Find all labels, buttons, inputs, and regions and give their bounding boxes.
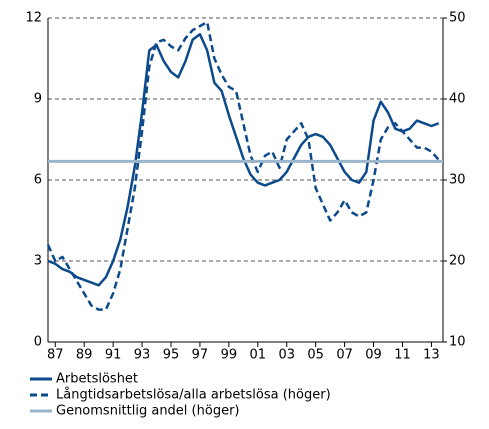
x-tick-label: 03 xyxy=(278,348,295,363)
x-tick-label: 99 xyxy=(221,348,238,363)
y2-tick-label: 40 xyxy=(449,92,466,107)
y2-tick-label: 20 xyxy=(449,254,466,269)
y-tick-label: 6 xyxy=(34,173,42,188)
legend-label: Långtidsarbetslösa/alla arbetslösa (höge… xyxy=(56,388,331,403)
y-tick-label: 0 xyxy=(34,335,42,350)
series-line xyxy=(47,32,440,287)
x-tick-label: 09 xyxy=(365,348,382,363)
x-tick-label: 13 xyxy=(423,348,440,363)
y2-tick-label: 10 xyxy=(449,335,466,350)
x-tick-label: 93 xyxy=(134,348,151,363)
y2-tick-label: 30 xyxy=(449,173,466,188)
x-tick-label: 11 xyxy=(394,348,411,363)
x-tick-label: 01 xyxy=(250,348,267,363)
x-tick-label: 91 xyxy=(105,348,122,363)
x-tick-label: 95 xyxy=(163,348,180,363)
y2-tick-label: 50 xyxy=(449,11,466,26)
legend-label: Arbetslöshet xyxy=(56,372,138,387)
legend-label: Genomsnittlig andel (höger) xyxy=(56,404,240,419)
x-tick-label: 97 xyxy=(192,348,209,363)
y-tick-label: 3 xyxy=(34,254,42,269)
x-tick-label: 89 xyxy=(76,348,93,363)
y-tick-label: 12 xyxy=(25,11,42,26)
x-tick-label: 87 xyxy=(47,348,64,363)
x-tick-label: 07 xyxy=(336,348,353,363)
x-tick-label: 05 xyxy=(307,348,324,363)
series-line xyxy=(46,20,440,311)
y-tick-label: 9 xyxy=(34,92,42,107)
